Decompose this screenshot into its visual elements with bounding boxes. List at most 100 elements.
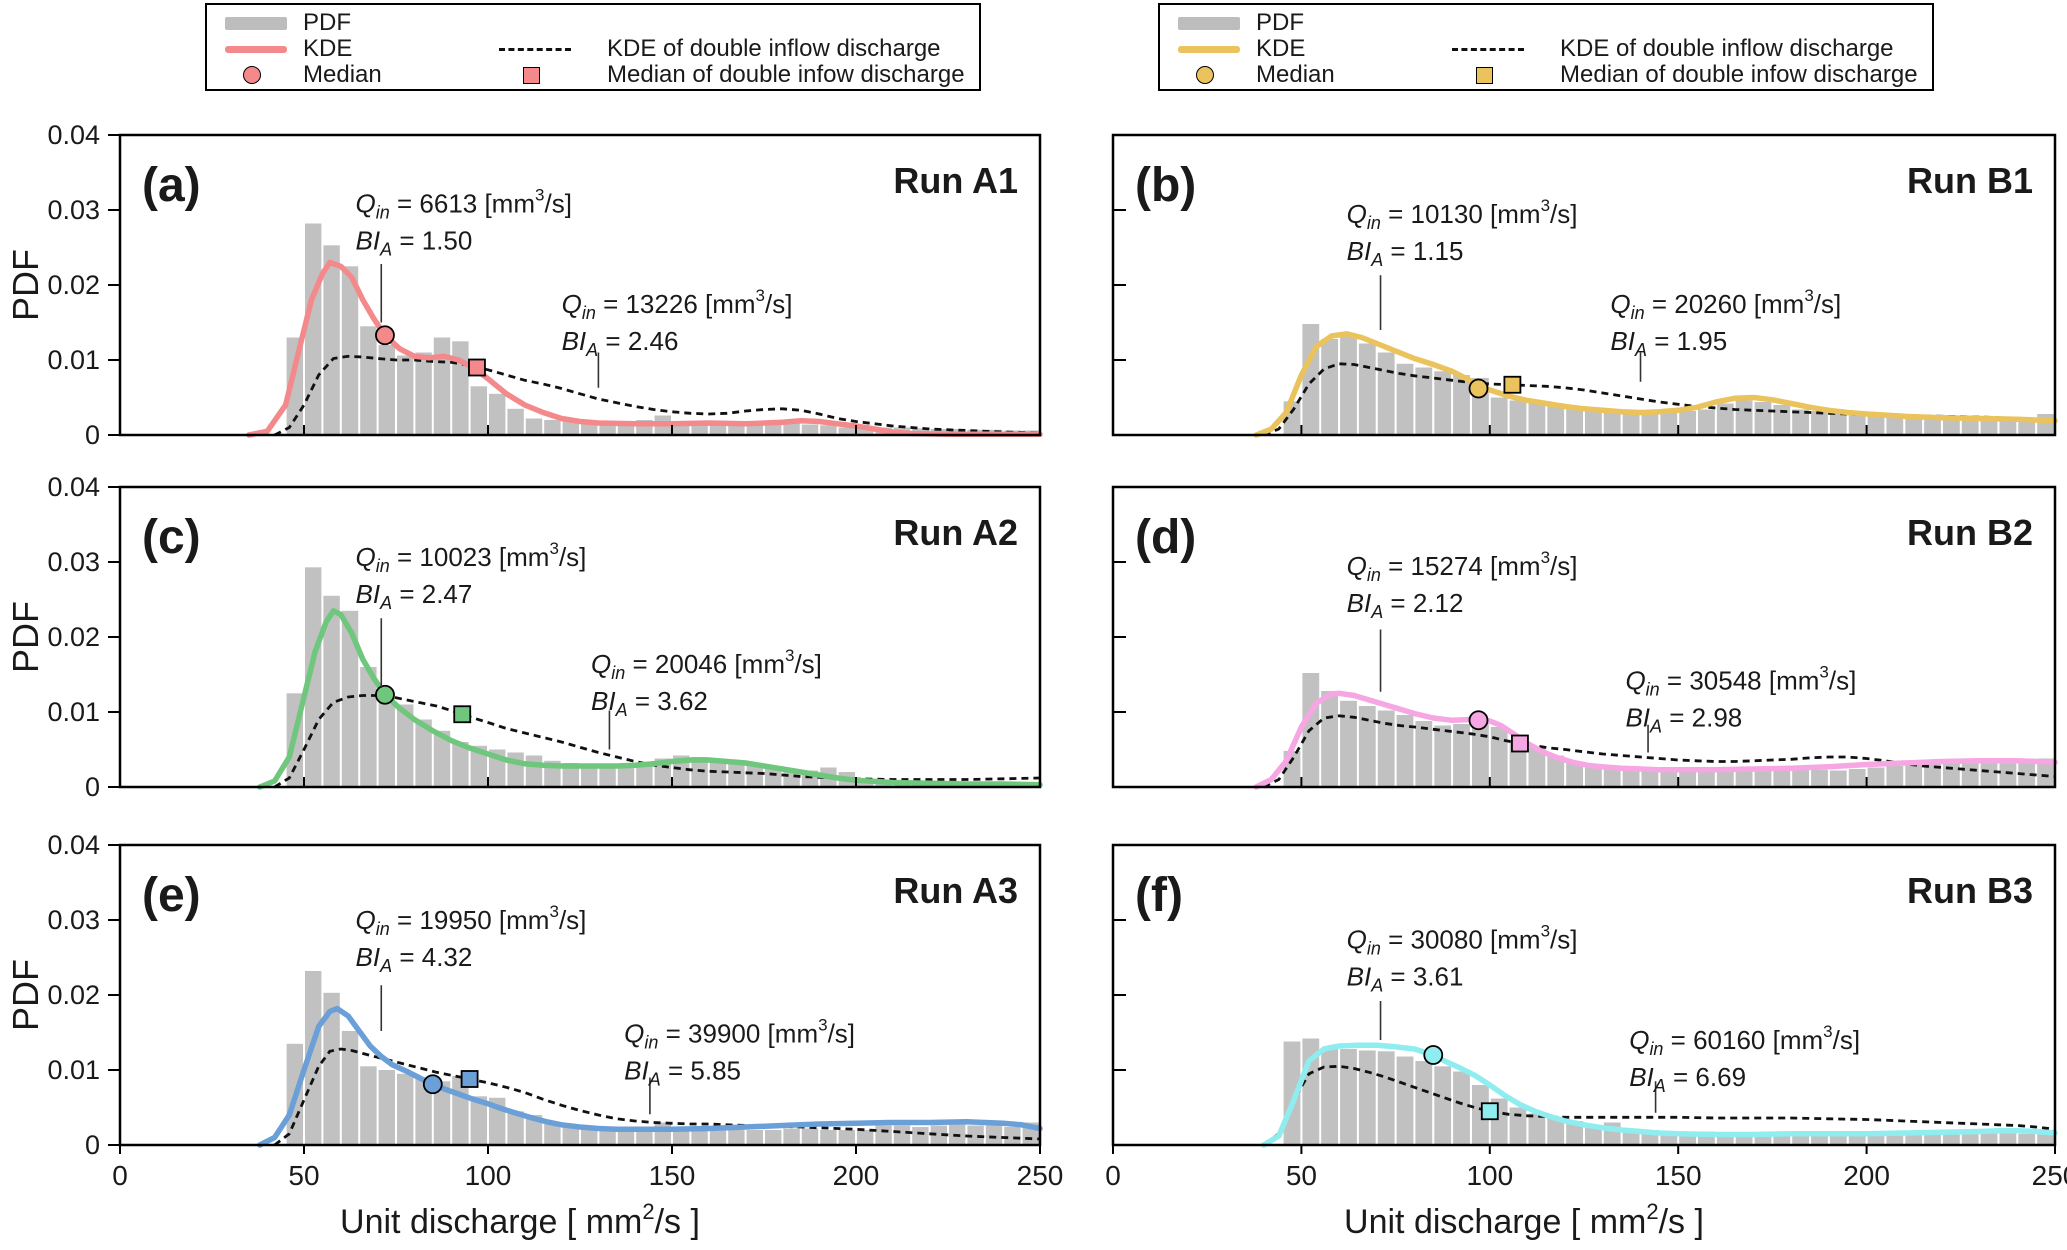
kde-double-line xyxy=(273,1047,1041,1147)
histogram-bar xyxy=(1453,1071,1470,1145)
histogram-bar xyxy=(2037,414,2054,435)
histogram-bar xyxy=(1905,1133,1923,1145)
histogram-bar xyxy=(360,667,377,787)
legend-left: PDF KDE KDE of double inflow discharge M… xyxy=(205,3,981,91)
annotation-qin-line: Qin = 15274 [mm3/s] xyxy=(1347,548,1578,585)
histogram-bar xyxy=(1905,417,1923,435)
annotation-double-inflow: Qin = 20046 [mm3/s]BIA = 3.62 xyxy=(591,646,822,750)
histogram-bar xyxy=(967,1125,984,1145)
x-tick-label: 200 xyxy=(1843,1160,1890,1191)
histogram-bar xyxy=(599,764,616,787)
histogram-bar xyxy=(1660,412,1678,435)
median-circle-marker xyxy=(1423,1045,1444,1065)
histogram-bar xyxy=(1585,410,1602,436)
histogram-bar xyxy=(1302,324,1320,435)
plot-border xyxy=(1111,843,2057,1147)
panel-f: Qin = 30080 [mm3/s]BIA = 3.61 Qin = 60160… xyxy=(1105,843,2067,1191)
annotation-double-inflow: Qin = 20260 [mm3/s]BIA = 1.95 xyxy=(1610,286,1841,382)
histogram-bar xyxy=(1603,767,1621,787)
histogram-bar xyxy=(1453,724,1470,787)
kde-double-line xyxy=(1262,1064,2056,1147)
run-title: Run A1 xyxy=(893,160,1018,201)
histogram-bar xyxy=(415,352,432,435)
histogram-bar xyxy=(746,1130,763,1145)
kde-double-line xyxy=(1263,362,2056,437)
histogram-bar xyxy=(323,992,340,1145)
histogram-bar xyxy=(1415,1061,1433,1145)
histogram-bar xyxy=(323,595,340,788)
panel-b: Qin = 10130 [mm3/s]BIA = 1.15 Qin = 20260… xyxy=(1111,133,2058,438)
histogram-bar xyxy=(1358,343,1376,435)
median-double-square-marker-icon xyxy=(1476,66,1493,84)
axis-ticks xyxy=(1113,209,1868,435)
histogram-bar xyxy=(1811,411,1828,435)
histogram-bar xyxy=(562,763,579,787)
annotation-qin-line: Qin = 60160 [mm3/s] xyxy=(1629,1022,1860,1059)
histogram-bar xyxy=(912,1127,929,1145)
histogram-bar xyxy=(709,758,727,787)
histogram-bar xyxy=(1961,761,1979,787)
histogram-bar xyxy=(360,1066,377,1146)
x-axis-tick-labels: 0 50 100 150 200 250 xyxy=(1105,1160,2067,1191)
histogram-bar xyxy=(930,1125,947,1145)
histogram-bar xyxy=(1980,1133,1998,1145)
x-tick-label: 50 xyxy=(288,1160,319,1191)
histogram-bar xyxy=(1961,418,1979,435)
histogram-bar xyxy=(1943,1133,1960,1145)
histogram-bar xyxy=(1547,405,1565,435)
histogram-bar xyxy=(433,1081,451,1146)
histogram-bar xyxy=(1396,363,1414,436)
axis-ticks xyxy=(108,844,1041,1154)
histogram-bar xyxy=(673,1128,690,1145)
median-double-square-marker xyxy=(1480,1102,1499,1121)
histogram-bar xyxy=(709,423,727,436)
histogram-bar xyxy=(433,730,451,788)
panel-letter: (e) xyxy=(142,869,201,922)
histogram-bar xyxy=(433,337,451,435)
annotation-inflow: Qin = 30080 [mm3/s]BIA = 3.61 xyxy=(1347,922,1577,1040)
histogram-bar xyxy=(305,971,322,1145)
panel-letter: (d) xyxy=(1135,511,1196,564)
histogram-bar xyxy=(1585,1125,1602,1145)
histogram-bar xyxy=(1924,1133,1941,1145)
histogram-bar xyxy=(1509,400,1527,435)
y-axis-label: PDF xyxy=(5,249,46,321)
histogram-bar xyxy=(305,567,322,787)
histogram-bar xyxy=(1453,375,1470,435)
histogram-bars xyxy=(286,223,1039,436)
kde-line xyxy=(257,1005,1043,1148)
histogram-bar xyxy=(378,345,395,435)
pdf-swatch xyxy=(225,16,287,30)
annotation-qin-line: Qin = 39900 [mm3/s] xyxy=(624,1015,855,1052)
histogram-bar xyxy=(746,423,763,436)
y-tick-label: 0.04 xyxy=(47,472,100,502)
histogram-bar xyxy=(378,693,395,788)
y-axis-label: PDF xyxy=(5,959,46,1031)
histogram-bar xyxy=(746,764,763,787)
run-title: Run B1 xyxy=(1907,160,2033,201)
histogram-bar xyxy=(1585,766,1602,787)
histogram-bar xyxy=(1924,418,1941,435)
histogram-bar xyxy=(581,1128,598,1145)
y-tick-label: 0.01 xyxy=(47,1055,100,1085)
annotation-bia-line: BIA = 5.85 xyxy=(624,1055,741,1089)
histogram-bar xyxy=(525,755,543,787)
histogram-bar xyxy=(838,427,855,435)
histogram-bar xyxy=(1792,767,1809,787)
legend-item-pdf: PDF xyxy=(1256,9,1304,36)
y-axis-tick-labels: 0 0.01 0.02 0.03 0.04 xyxy=(47,120,100,450)
histogram-bar xyxy=(1358,1050,1376,1145)
histogram-bar xyxy=(691,757,708,787)
histogram-bar xyxy=(728,761,745,787)
histogram-bar xyxy=(525,418,543,435)
median-circle-marker xyxy=(1468,710,1489,731)
y-tick-label: 0.04 xyxy=(47,120,100,150)
histogram-bar xyxy=(599,1128,616,1145)
histogram-bar xyxy=(1867,415,1885,435)
pdf-swatch-cell xyxy=(225,10,303,36)
histogram-bar xyxy=(2018,758,2036,787)
histogram-bar xyxy=(1905,764,1923,787)
annotation-qin-line: Qin = 19950 [mm3/s] xyxy=(356,902,587,939)
histogram-bar xyxy=(1698,768,1715,788)
